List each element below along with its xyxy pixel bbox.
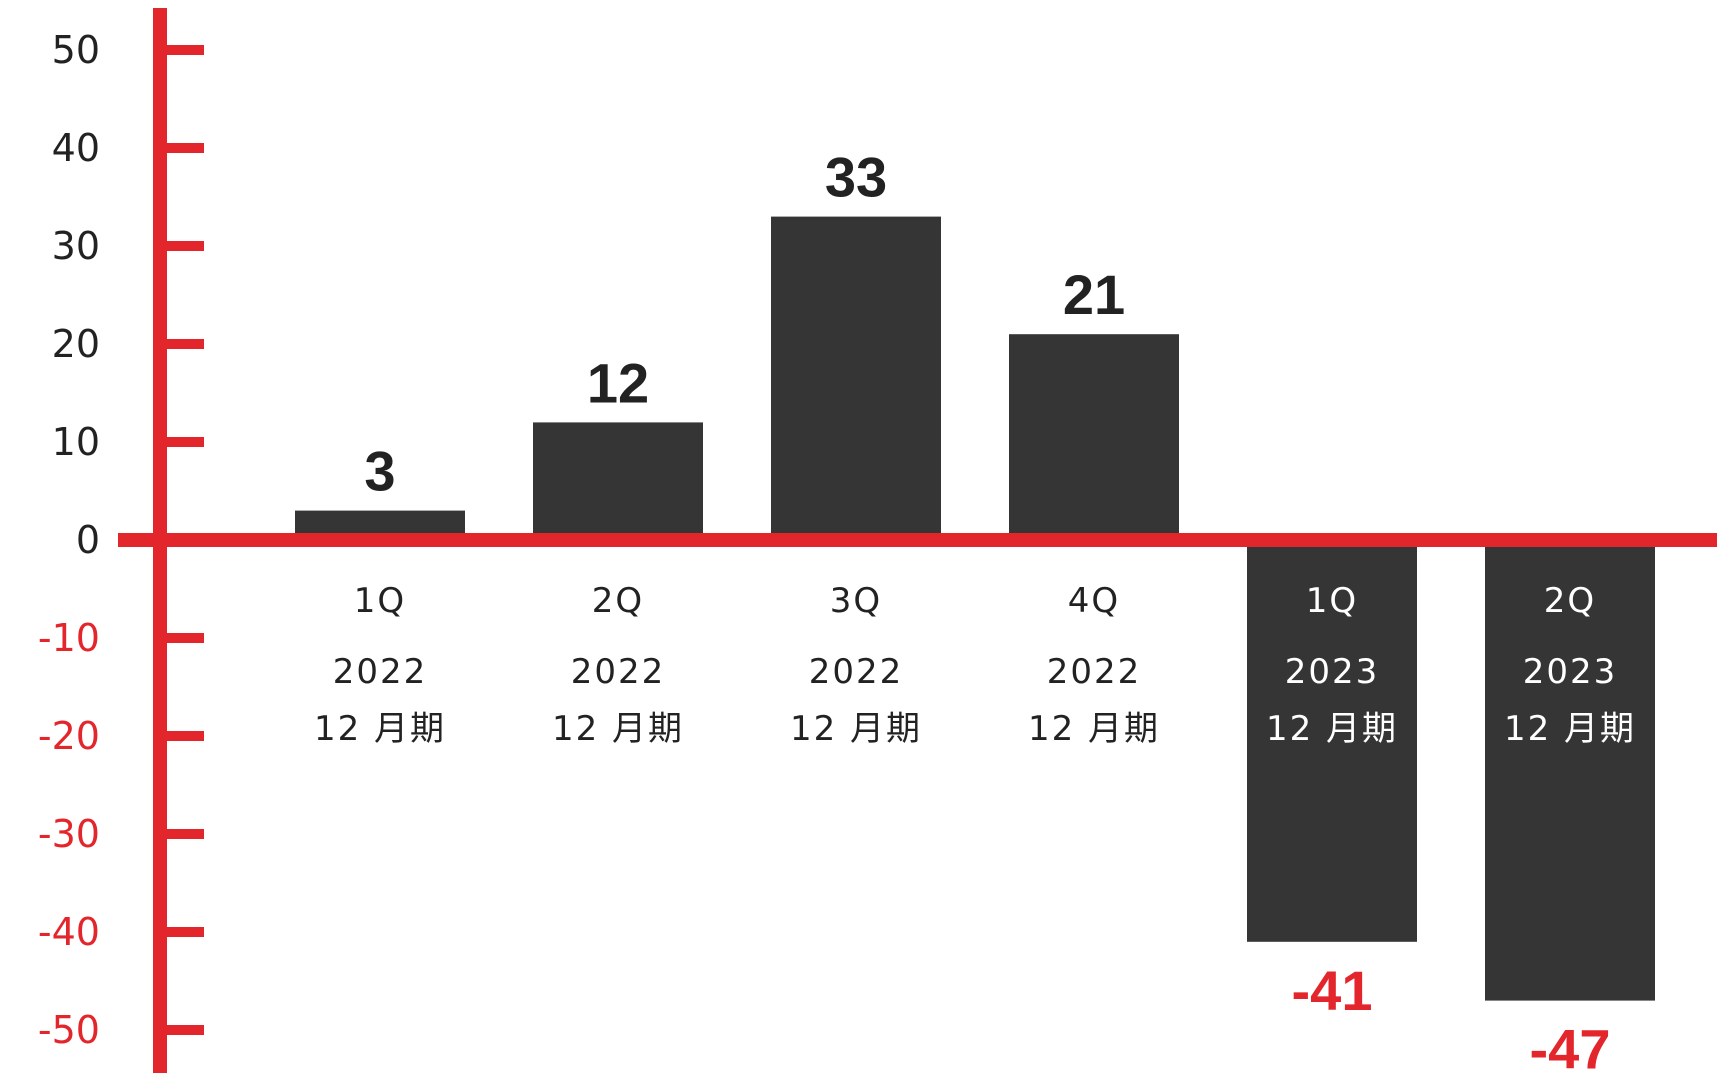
- y-tick-label: -40: [38, 910, 100, 954]
- data-label: 12: [587, 351, 649, 414]
- bars: [295, 216, 1655, 1001]
- y-tick-mark: [160, 927, 204, 937]
- data-label: 3: [364, 440, 395, 503]
- y-tick-mark: [160, 829, 204, 839]
- data-label: 33: [825, 146, 887, 209]
- y-tick-mark: [160, 1025, 204, 1035]
- x-tick-quarter: 4Q: [1068, 581, 1120, 621]
- bar: [771, 216, 941, 540]
- x-tick-year: 2023: [1285, 652, 1380, 692]
- x-tick-quarter: 2Q: [592, 581, 644, 621]
- y-tick-mark: [160, 633, 204, 643]
- x-tick-period: 12 月期: [552, 709, 684, 749]
- x-tick-year: 2022: [1047, 652, 1142, 692]
- x-tick-year: 2022: [333, 652, 428, 692]
- y-tick-label: -30: [38, 812, 100, 856]
- y-tick-label: -20: [38, 714, 100, 758]
- x-tick-period: 12 月期: [1504, 709, 1636, 749]
- y-tick-label: -10: [38, 616, 100, 660]
- y-axis-ticks: 50 40 30 20 10 0 -10 -20 -30 -40 -50: [38, 28, 204, 1052]
- data-label: -41: [1292, 959, 1373, 1022]
- y-tick-label: 50: [52, 28, 100, 72]
- bar: [1009, 334, 1179, 540]
- x-tick-year: 2023: [1523, 652, 1618, 692]
- x-tick-quarter: 1Q: [1306, 581, 1358, 621]
- bar: [1485, 540, 1655, 1001]
- y-tick-mark: [160, 339, 204, 349]
- y-tick-mark: [160, 731, 204, 741]
- x-tick-period: 12 月期: [314, 709, 446, 749]
- bar: [1247, 540, 1417, 942]
- x-tick-year: 2022: [809, 652, 904, 692]
- x-tick-period: 12 月期: [790, 709, 922, 749]
- data-label: -47: [1530, 1018, 1611, 1073]
- y-tick-mark: [160, 45, 204, 55]
- x-tick-year: 2022: [571, 652, 666, 692]
- y-tick-label: -50: [38, 1008, 100, 1052]
- x-tick-quarter: 2Q: [1544, 581, 1596, 621]
- y-tick-mark: [160, 143, 204, 153]
- bar: [533, 422, 703, 540]
- x-tick-period: 12 月期: [1028, 709, 1160, 749]
- data-label: 21: [1063, 263, 1125, 326]
- y-tick-label: 30: [52, 224, 100, 268]
- y-tick-mark: [160, 241, 204, 251]
- x-tick-quarter: 1Q: [354, 581, 406, 621]
- y-tick-mark: [160, 437, 204, 447]
- y-tick-label: 40: [52, 126, 100, 170]
- x-tick-quarter: 3Q: [830, 581, 882, 621]
- x-tick-period: 12 月期: [1266, 709, 1398, 749]
- y-tick-label: 10: [52, 420, 100, 464]
- y-tick-label: 0: [76, 518, 100, 562]
- y-tick-label: 20: [52, 322, 100, 366]
- labels: 1Q 2022 12 月期 3 2Q 2022 12 月期 12 3Q 2022 12 月期 33 4Q…: [314, 146, 1636, 1073]
